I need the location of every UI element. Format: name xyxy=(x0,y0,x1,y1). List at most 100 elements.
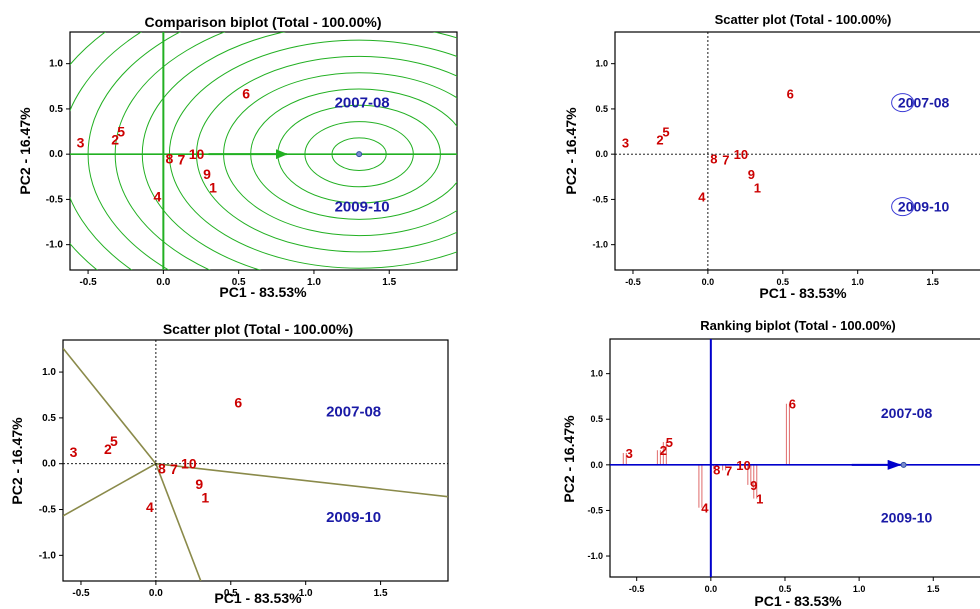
genotype-label-5: 5 xyxy=(666,435,673,450)
projection-lines xyxy=(622,403,790,508)
y-tick-label: 1.0 xyxy=(49,59,63,70)
x-tick-label: -0.5 xyxy=(629,584,645,594)
x-tick-label: 0.5 xyxy=(232,277,246,288)
sector-boundary-line xyxy=(155,462,448,498)
y-tick-label: 0.0 xyxy=(595,149,608,159)
plot-frame xyxy=(69,31,458,271)
genotype-label-2: 2 xyxy=(111,132,119,148)
genotype-label-9: 9 xyxy=(750,478,757,493)
y-axis-label: PC2 - 16.47% xyxy=(17,107,33,195)
genotype-label-1: 1 xyxy=(756,492,763,507)
y-tick-label: 0.5 xyxy=(595,104,608,114)
x-tick-label: 1.0 xyxy=(307,277,321,288)
genotype-label-10: 10 xyxy=(189,146,205,162)
y-tick-label: 1.0 xyxy=(595,59,608,69)
x-axis-label: PC1 - 83.53% xyxy=(754,593,842,609)
x-tick-label: 1.5 xyxy=(926,277,939,287)
y-tick-label: 0.0 xyxy=(49,149,63,160)
environment-label: 2007-08 xyxy=(881,405,933,421)
y-tick-label: -1.0 xyxy=(46,240,64,251)
genotype-label-6: 6 xyxy=(242,86,250,102)
chart-title: Scatter plot (Total - 100.00%) xyxy=(163,321,353,337)
x-ticks: -0.5 0.0 0.5 1.0 1.5 xyxy=(629,577,940,594)
y-tick-label: -0.5 xyxy=(39,505,57,516)
y-ticks: -1.0 -0.5 0.0 0.5 1.0 xyxy=(592,59,615,250)
genotype-label-3: 3 xyxy=(626,446,633,461)
genotype-label-1: 1 xyxy=(201,490,209,506)
chart-title: Comparison biplot (Total - 100.00%) xyxy=(145,14,382,30)
genotype-label-5: 5 xyxy=(662,125,669,140)
genotype-label-9: 9 xyxy=(203,166,211,182)
genotype-label-4: 4 xyxy=(153,189,161,205)
x-tick-label: 1.5 xyxy=(374,588,388,599)
genotype-label-6: 6 xyxy=(789,397,796,412)
reference-lines xyxy=(63,340,448,581)
genotype-label-10: 10 xyxy=(734,147,748,162)
x-ticks: -0.5 0.0 0.5 1.0 1.5 xyxy=(79,270,397,288)
environment-label: 2009-10 xyxy=(326,509,381,526)
genotype-label-2: 2 xyxy=(660,443,667,458)
y-ticks: -1.0 -0.5 0.0 0.5 1.0 xyxy=(39,367,63,561)
y-tick-label: -0.5 xyxy=(592,194,608,204)
x-ticks: -0.5 0.0 0.5 1.0 1.5 xyxy=(625,270,939,287)
environment-circle xyxy=(891,197,915,217)
reference-lines xyxy=(610,339,980,577)
genotype-label-8: 8 xyxy=(710,152,717,167)
environment-label: 2009-10 xyxy=(335,199,390,216)
y-tick-label: -1.0 xyxy=(587,551,603,561)
genotype-label-6: 6 xyxy=(787,87,794,102)
ideal-point-marker xyxy=(900,461,907,468)
genotype-label-1: 1 xyxy=(209,180,217,196)
genotype-label-7: 7 xyxy=(170,461,178,477)
genotype-label-3: 3 xyxy=(622,135,629,150)
x-tick-label: 0.0 xyxy=(705,584,718,594)
environment-label: 2009-10 xyxy=(881,510,933,526)
chart-title: Ranking biplot (Total - 100.00%) xyxy=(700,318,896,333)
concentric-circle xyxy=(70,32,143,270)
x-axis-label: PC1 - 83.53% xyxy=(219,284,307,300)
x-tick-label: 0.0 xyxy=(156,277,170,288)
x-tick-label: 0.5 xyxy=(779,584,792,594)
x-tick-label: 1.0 xyxy=(853,584,866,594)
y-tick-label: 0.0 xyxy=(590,460,603,470)
y-axis-label: PC2 - 16.47% xyxy=(9,417,25,505)
genotype-label-7: 7 xyxy=(722,153,729,168)
ideal-point-marker xyxy=(356,151,363,158)
x-tick-label: -0.5 xyxy=(79,277,97,288)
reference-lines xyxy=(615,32,980,270)
genotype-label-4: 4 xyxy=(701,501,709,516)
plot-frame xyxy=(614,31,980,271)
y-tick-label: -1.0 xyxy=(592,240,608,250)
genotype-label-8: 8 xyxy=(165,151,173,167)
genotype-label-6: 6 xyxy=(234,394,242,410)
sector-boundary-line xyxy=(155,463,202,581)
x-tick-label: -0.5 xyxy=(72,588,90,599)
concentric-circles xyxy=(70,32,457,270)
y-tick-label: 0.5 xyxy=(49,104,63,115)
x-tick-label: 0.5 xyxy=(777,277,790,287)
y-tick-label: 0.5 xyxy=(590,414,603,424)
genotype-label-7: 7 xyxy=(725,463,732,478)
genotype-label-3: 3 xyxy=(77,134,85,150)
sector-boundary-line xyxy=(63,463,157,517)
y-ticks: -1.0 -0.5 0.0 0.5 1.0 xyxy=(46,59,70,251)
x-ticks: -0.5 0.0 0.5 1.0 1.5 xyxy=(72,581,388,599)
ranking-biplot-panel: Ranking biplot (Total - 100.00%) 1 2 3 4 5 6 7… xyxy=(561,318,980,609)
genotype-label-2: 2 xyxy=(656,133,663,148)
y-tick-label: 0.0 xyxy=(42,459,56,470)
genotype-label-10: 10 xyxy=(736,458,750,473)
chart-title: Scatter plot (Total - 100.00%) xyxy=(715,12,892,27)
plot-frame xyxy=(62,339,449,582)
y-tick-label: 1.0 xyxy=(42,367,56,378)
sector-boundary-line xyxy=(63,347,157,465)
y-ticks: -1.0 -0.5 0.0 0.5 1.0 xyxy=(587,369,610,561)
genotype-label-8: 8 xyxy=(158,460,166,476)
y-tick-label: -0.5 xyxy=(587,505,603,515)
scatter-plot-panel-top: Scatter plot (Total - 100.00%) 1 2 3 4 5 6 78 9… xyxy=(563,12,980,300)
y-tick-label: -1.0 xyxy=(39,550,57,561)
x-axis-label: PC1 - 83.53% xyxy=(759,285,847,300)
genotype-label-4: 4 xyxy=(698,190,706,205)
